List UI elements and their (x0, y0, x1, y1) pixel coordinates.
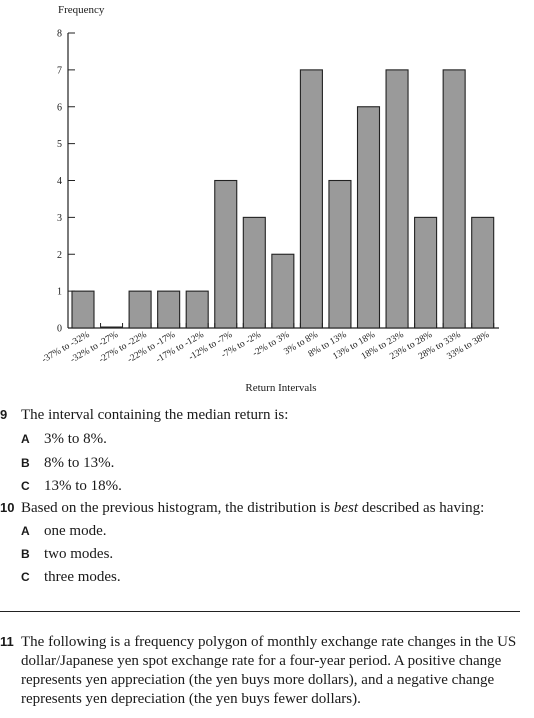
bar (157, 290, 181, 329)
option-text: 8% to 13%. (44, 455, 115, 471)
bar (185, 290, 209, 329)
option-text: three modes. (44, 569, 121, 585)
question-number: 10 (0, 500, 15, 515)
question-text: The following is a frequency polygon of … (21, 634, 517, 707)
y-tick-label: 8 (57, 29, 62, 40)
question-text-before: Based on the previous histogram, the dis… (21, 500, 334, 516)
option-letter: B (21, 456, 30, 470)
option-letter: C (21, 479, 30, 493)
y-tick-label: 6 (57, 102, 62, 113)
option-letter: A (21, 432, 30, 446)
option-text: two modes. (44, 546, 114, 562)
y-axis-label: Frequency (58, 4, 105, 16)
y-tick-label: 0 (57, 324, 62, 335)
option-letter: A (21, 524, 30, 538)
y-tick-label: 3 (57, 213, 62, 224)
option-text: 3% to 8%. (44, 431, 107, 447)
option-letter: C (21, 570, 30, 584)
question-text-after: described as having: (358, 500, 485, 516)
bar (442, 69, 466, 329)
y-tick-label: 1 (57, 287, 62, 298)
bar (299, 69, 323, 329)
question-text-emphasis: best (333, 500, 359, 516)
x-axis-label: Return Intervals (245, 382, 316, 394)
option-text: one mode. (44, 523, 107, 539)
question-text: The interval containing the median retur… (21, 407, 289, 423)
option-letter: B (21, 547, 30, 561)
bar (356, 106, 381, 329)
bar (214, 179, 238, 329)
bar (385, 69, 409, 329)
bar (71, 290, 95, 329)
question-text: Based on the previous histogram, the dis… (21, 499, 526, 517)
question-number: 9 (0, 407, 8, 422)
bar (242, 216, 266, 329)
y-tick-label: 7 (57, 65, 62, 76)
histogram-chart: 0 1 2 3 4 5 6 7 8 Frequency -37% to -32% -32% to -2… (40, 4, 499, 394)
bar (128, 290, 152, 329)
y-tick-label: 2 (57, 250, 62, 261)
bar (271, 253, 295, 329)
question-number: 11 (0, 634, 14, 649)
bar (328, 179, 352, 329)
bar (414, 216, 438, 329)
y-tick-label: 5 (57, 139, 62, 150)
option-text: 13% to 18%. (44, 478, 122, 494)
bar (471, 216, 495, 329)
section-divider (0, 611, 520, 612)
y-tick-label: 4 (57, 176, 62, 187)
